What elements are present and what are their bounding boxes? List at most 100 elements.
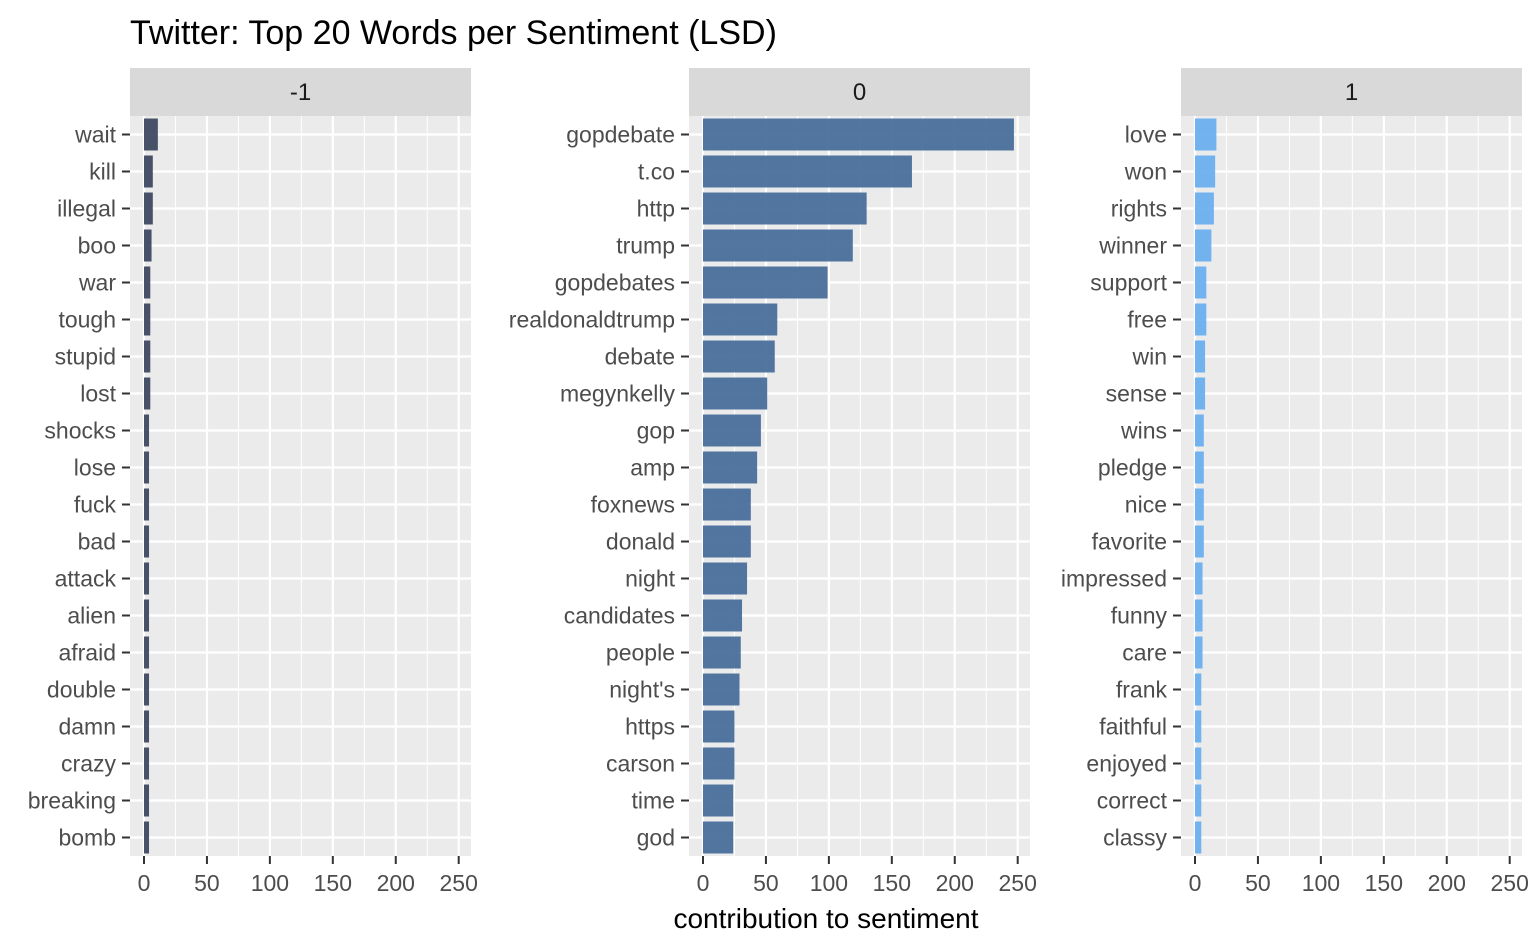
y-tick-label: rights [1111, 196, 1167, 222]
y-tick-label: gopdebates [555, 270, 675, 296]
bar [1195, 488, 1204, 521]
y-tick-label: shocks [44, 418, 116, 444]
bar [1195, 192, 1214, 225]
facet-panels: -1 wait kill illegal boo war tough stupid lost sh… [28, 68, 1529, 896]
y-tick-label: illegal [57, 196, 116, 222]
x-tick-label: 50 [194, 870, 220, 896]
bar [144, 451, 150, 484]
y-tick-label: debate [605, 344, 675, 370]
bar [703, 673, 740, 706]
chart-title: Twitter: Top 20 Words per Sentiment (LSD… [130, 14, 777, 52]
bar [144, 821, 150, 854]
y-tick-label: god [637, 825, 675, 851]
bar [144, 562, 150, 595]
bar [144, 525, 150, 558]
y-tick-label: bomb [58, 825, 116, 851]
facet-strip-label: 0 [853, 79, 866, 106]
facet-strip [689, 68, 1030, 116]
y-tick-label: foxnews [591, 492, 675, 518]
bar [1195, 747, 1202, 780]
bar [1195, 303, 1207, 336]
y-tick-label: love [1125, 122, 1167, 148]
y-tick-label: time [632, 788, 675, 814]
y-tick-label: double [47, 677, 116, 703]
bar [1195, 118, 1217, 151]
y-tick-label: breaking [28, 788, 116, 814]
y-tick-label: wins [1120, 418, 1167, 444]
bar [703, 747, 735, 780]
bar [144, 784, 150, 817]
bar [1195, 155, 1216, 188]
x-tick-label: 250 [1491, 870, 1529, 896]
y-tick-label: favorite [1092, 529, 1167, 555]
bar [144, 303, 151, 336]
x-tick-label: 150 [1365, 870, 1403, 896]
panel-background [1181, 116, 1522, 856]
bar [703, 784, 734, 817]
bar [1195, 266, 1207, 299]
y-tick-label: kill [89, 159, 116, 185]
x-tick-label: 200 [936, 870, 974, 896]
y-tick-label: crazy [61, 751, 116, 777]
bar [703, 710, 735, 743]
y-tick-label: lose [74, 455, 116, 481]
x-tick-label: 200 [1428, 870, 1466, 896]
bar [703, 118, 1014, 151]
bar [703, 636, 741, 669]
y-tick-label: winner [1098, 233, 1167, 259]
y-tick-label: fuck [74, 492, 117, 518]
bar [144, 155, 153, 188]
panel-background [130, 116, 471, 856]
y-tick-label: attack [55, 566, 117, 592]
y-tick-label: donald [606, 529, 675, 555]
x-tick-label: 0 [697, 870, 710, 896]
bar [144, 599, 150, 632]
bar [144, 118, 158, 151]
y-tick-label: t.co [638, 159, 675, 185]
y-tick-label: gopdebate [566, 122, 675, 148]
y-tick-label: care [1122, 640, 1167, 666]
bar [703, 525, 751, 558]
y-tick-label: people [606, 640, 675, 666]
facet-panel: 1 love won rights winner support free win sense w… [1061, 68, 1529, 896]
y-tick-label: bad [78, 529, 116, 555]
bar [144, 673, 150, 706]
y-tick-label: boo [78, 233, 116, 259]
y-tick-label: https [625, 714, 675, 740]
bar [703, 303, 778, 336]
y-tick-label: sense [1106, 381, 1167, 407]
y-tick-label: gop [637, 418, 675, 444]
x-tick-label: 100 [1302, 870, 1340, 896]
y-tick-label: nice [1125, 492, 1167, 518]
bar [144, 192, 153, 225]
facet-panel: 0gopdebatet.cohttptrumpgopdebatesrealdon… [509, 68, 1037, 896]
bar [144, 340, 151, 373]
y-tick-label: frank [1116, 677, 1168, 703]
bar [144, 414, 150, 447]
y-tick-label: lost [80, 381, 116, 407]
bar [1195, 562, 1203, 595]
facet-strip [130, 68, 471, 116]
x-tick-label: 250 [440, 870, 478, 896]
bar [703, 192, 867, 225]
bar [144, 377, 151, 410]
y-tick-label: amp [630, 455, 675, 481]
facet-strip-label: 1 [1345, 79, 1358, 106]
y-tick-label: candidates [564, 603, 675, 629]
bar [1195, 229, 1212, 262]
y-tick-label: free [1127, 307, 1167, 333]
bar [1195, 525, 1204, 558]
bar [703, 599, 743, 632]
bar [1195, 340, 1206, 373]
x-tick-label: 50 [753, 870, 779, 896]
bar [703, 562, 748, 595]
facet-strip [1181, 68, 1522, 116]
y-tick-label: tough [58, 307, 116, 333]
y-tick-label: alien [67, 603, 116, 629]
bar [144, 747, 150, 780]
y-tick-label: damn [58, 714, 116, 740]
facet-strip-label: -1 [290, 79, 311, 106]
bar [144, 710, 150, 743]
bar [144, 266, 151, 299]
